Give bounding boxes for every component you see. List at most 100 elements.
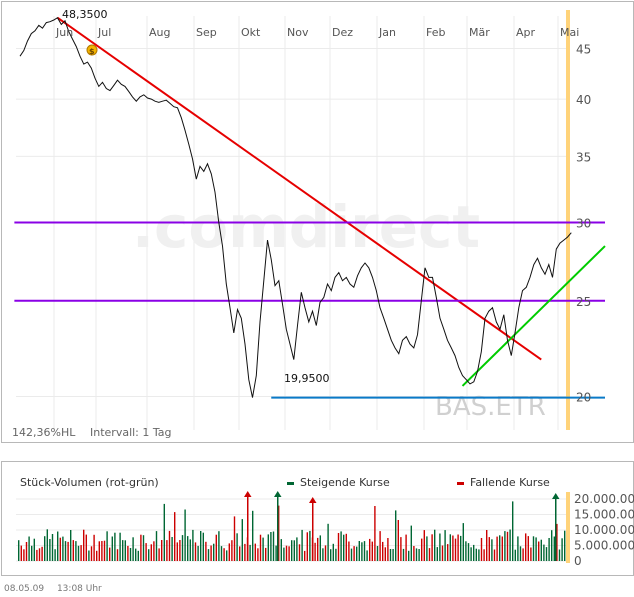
volume-bar [475, 548, 477, 561]
volume-bar [259, 534, 262, 561]
volume-bar [64, 541, 67, 561]
volume-bar [343, 534, 345, 561]
volume-bar [428, 548, 431, 561]
volume-bar [376, 546, 379, 561]
volume-bar [54, 549, 56, 561]
low-value-label: 19,9500 [284, 372, 330, 385]
volume-bar [457, 534, 459, 561]
volume-bar [460, 535, 462, 561]
volume-bar [499, 535, 501, 561]
volume-bar [158, 548, 160, 561]
volume-bar [439, 533, 441, 561]
volume-bar [384, 547, 386, 561]
volume-bar [309, 530, 311, 561]
volume-bar [239, 546, 241, 561]
volume-bar [46, 529, 48, 561]
volume-bar [506, 531, 509, 561]
x-tick-label: Jul [97, 26, 111, 39]
footer: 08.05.09 13:08 Uhr [4, 584, 112, 594]
volume-bar [41, 546, 43, 561]
volume-bar [57, 531, 59, 561]
volume-bar [545, 547, 548, 561]
volume-bar [77, 545, 80, 561]
volume-bar [543, 544, 545, 561]
volume-bar [447, 544, 449, 561]
volume-bar [564, 530, 566, 561]
legend-falling-label: Fallende Kurse [470, 476, 550, 489]
volume-bar [275, 545, 277, 561]
volume-bar [509, 529, 511, 561]
volume-bar [135, 548, 137, 561]
volume-bar [142, 535, 145, 561]
y-tick-label: 45 [576, 43, 591, 57]
volume-bar [44, 536, 46, 561]
volume-bar [283, 547, 285, 561]
volume-bar [397, 520, 399, 561]
volume-bar [49, 539, 51, 561]
volume-bar [361, 542, 363, 561]
volume-bar [171, 537, 173, 561]
volume-bar [67, 541, 69, 561]
volume-bar [254, 543, 256, 561]
volume-bar [85, 534, 87, 561]
volume-bar [324, 545, 327, 561]
volume-bar [496, 536, 498, 561]
volume-bar [366, 550, 368, 561]
volume-bar [213, 543, 215, 561]
volume-bar [304, 550, 306, 561]
volume-bar [184, 509, 186, 561]
volume-bar [137, 550, 139, 561]
volume-title: Stück-Volumen (rot-grün) [20, 476, 159, 489]
volume-bar [467, 543, 470, 561]
trendline [56, 16, 542, 361]
volume-bar [525, 533, 527, 561]
x-tick-label: Feb [426, 26, 445, 39]
volume-bar [296, 537, 298, 561]
volume-bar [90, 546, 93, 561]
volume-bar [187, 536, 189, 561]
volume-bar [119, 532, 121, 561]
x-tick-label: Jan [378, 26, 396, 39]
price-chart-panel: .comdirect BAS.ETR Jun Jul Aug Sep Okt Nov Dez… [1, 1, 634, 443]
volume-bar [319, 535, 321, 561]
volume-bar [241, 519, 243, 561]
volume-bar [140, 534, 142, 561]
y-tick-label: 30 [576, 217, 591, 231]
volume-bar [522, 548, 524, 561]
volume-spike-arrow [552, 493, 560, 499]
volume-bar [293, 540, 295, 561]
volume-bar [504, 531, 506, 561]
volume-bar [389, 549, 392, 561]
volume-bar [558, 549, 561, 561]
volume-bar [226, 550, 228, 561]
vol-y-tick-label: 15.000.000 [574, 508, 634, 522]
x-tick-label: Okt [241, 26, 261, 39]
volume-bar [327, 523, 329, 561]
volume-bar [220, 546, 223, 561]
volume-bar [408, 550, 410, 561]
volume-bar [236, 533, 238, 561]
volume-bar [462, 523, 464, 561]
price-series-line [19, 17, 572, 398]
volume-bar [166, 540, 168, 561]
volume-bar [210, 545, 212, 561]
x-tick-label: Dez [332, 26, 353, 39]
volume-bar [434, 529, 436, 561]
volume-bar [161, 540, 163, 561]
volume-bar [207, 549, 210, 561]
volume-bar [431, 534, 433, 561]
y-tick-label: 40 [576, 93, 591, 107]
volume-bar [335, 548, 337, 561]
volume-bar [153, 541, 155, 561]
volume-bar [176, 542, 178, 561]
volume-bar [280, 539, 282, 561]
volume-bar [51, 534, 54, 561]
vol-y-tick-label: 0 [574, 554, 582, 568]
volume-bar [36, 549, 38, 561]
price-chart: .comdirect BAS.ETR Jun Jul Aug Sep Okt Nov Dez… [12, 8, 606, 439]
volume-bar [122, 540, 124, 561]
volume-bar [363, 541, 366, 561]
volume-bar [330, 549, 332, 561]
volume-bar [514, 549, 516, 561]
volume-bar [465, 541, 467, 561]
